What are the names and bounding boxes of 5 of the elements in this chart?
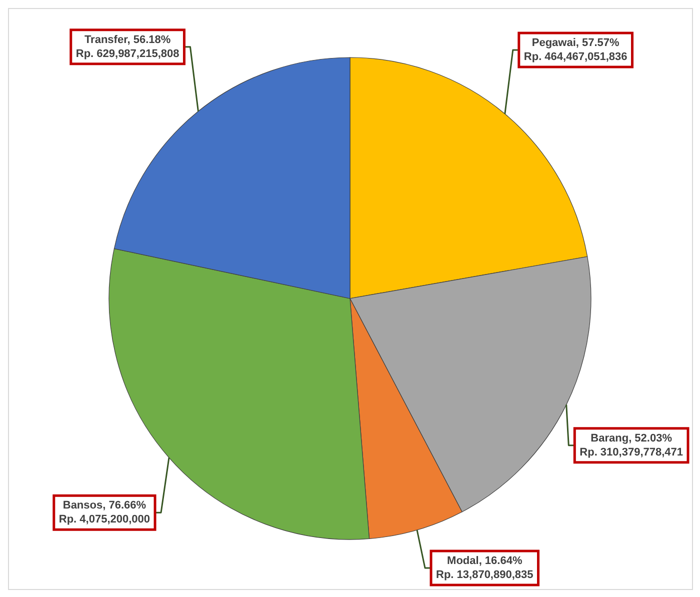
- slice-label: Transfer, 56.18% Rp. 629,987,215,808: [76, 34, 180, 60]
- slice-label: Bansos, 76.66% Rp. 4,075,200,000: [58, 500, 150, 526]
- slice-label: Modal, 16.64% Rp. 13,870,890,835: [436, 555, 534, 581]
- slice-label: Barang, 52.03% Rp. 310,379,778,471: [580, 432, 683, 458]
- slice-label: Pegawai, 57.57% Rp. 464,467,051,836: [524, 36, 628, 63]
